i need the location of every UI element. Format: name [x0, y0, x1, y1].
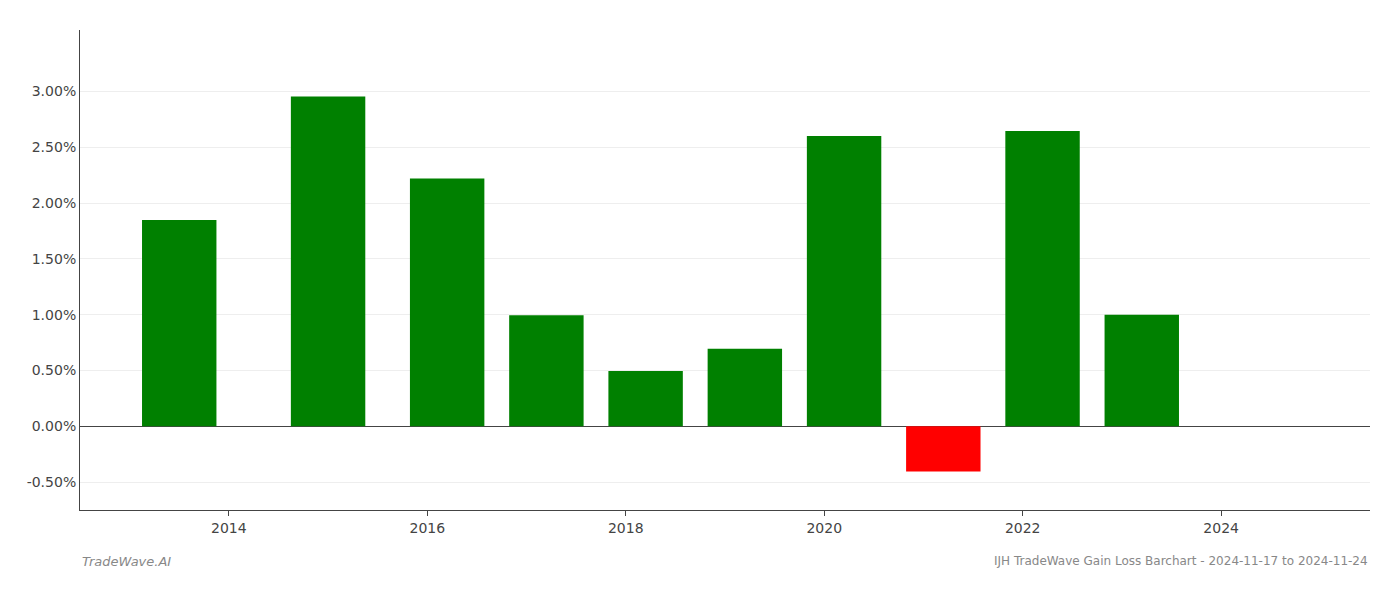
svg-text:2018: 2018 [608, 520, 644, 536]
svg-text:2016: 2016 [409, 520, 445, 536]
svg-text:3.00%: 3.00% [32, 83, 76, 99]
svg-text:TradeWave.AI: TradeWave.AI [82, 554, 171, 569]
svg-text:2024: 2024 [1203, 520, 1239, 536]
svg-text:-0.50%: -0.50% [27, 474, 77, 490]
svg-text:1.00%: 1.00% [32, 307, 76, 323]
svg-text:0.50%: 0.50% [32, 362, 76, 378]
svg-text:2020: 2020 [806, 520, 842, 536]
svg-text:2014: 2014 [211, 520, 247, 536]
svg-text:2.00%: 2.00% [32, 195, 76, 211]
svg-text:2.50%: 2.50% [32, 139, 76, 155]
svg-text:1.50%: 1.50% [32, 251, 76, 267]
svg-text:IJH TradeWave Gain Loss Barcha: IJH TradeWave Gain Loss Barchart - 2024-… [994, 554, 1368, 568]
svg-text:0.00%: 0.00% [32, 418, 76, 434]
svg-text:2022: 2022 [1005, 520, 1041, 536]
